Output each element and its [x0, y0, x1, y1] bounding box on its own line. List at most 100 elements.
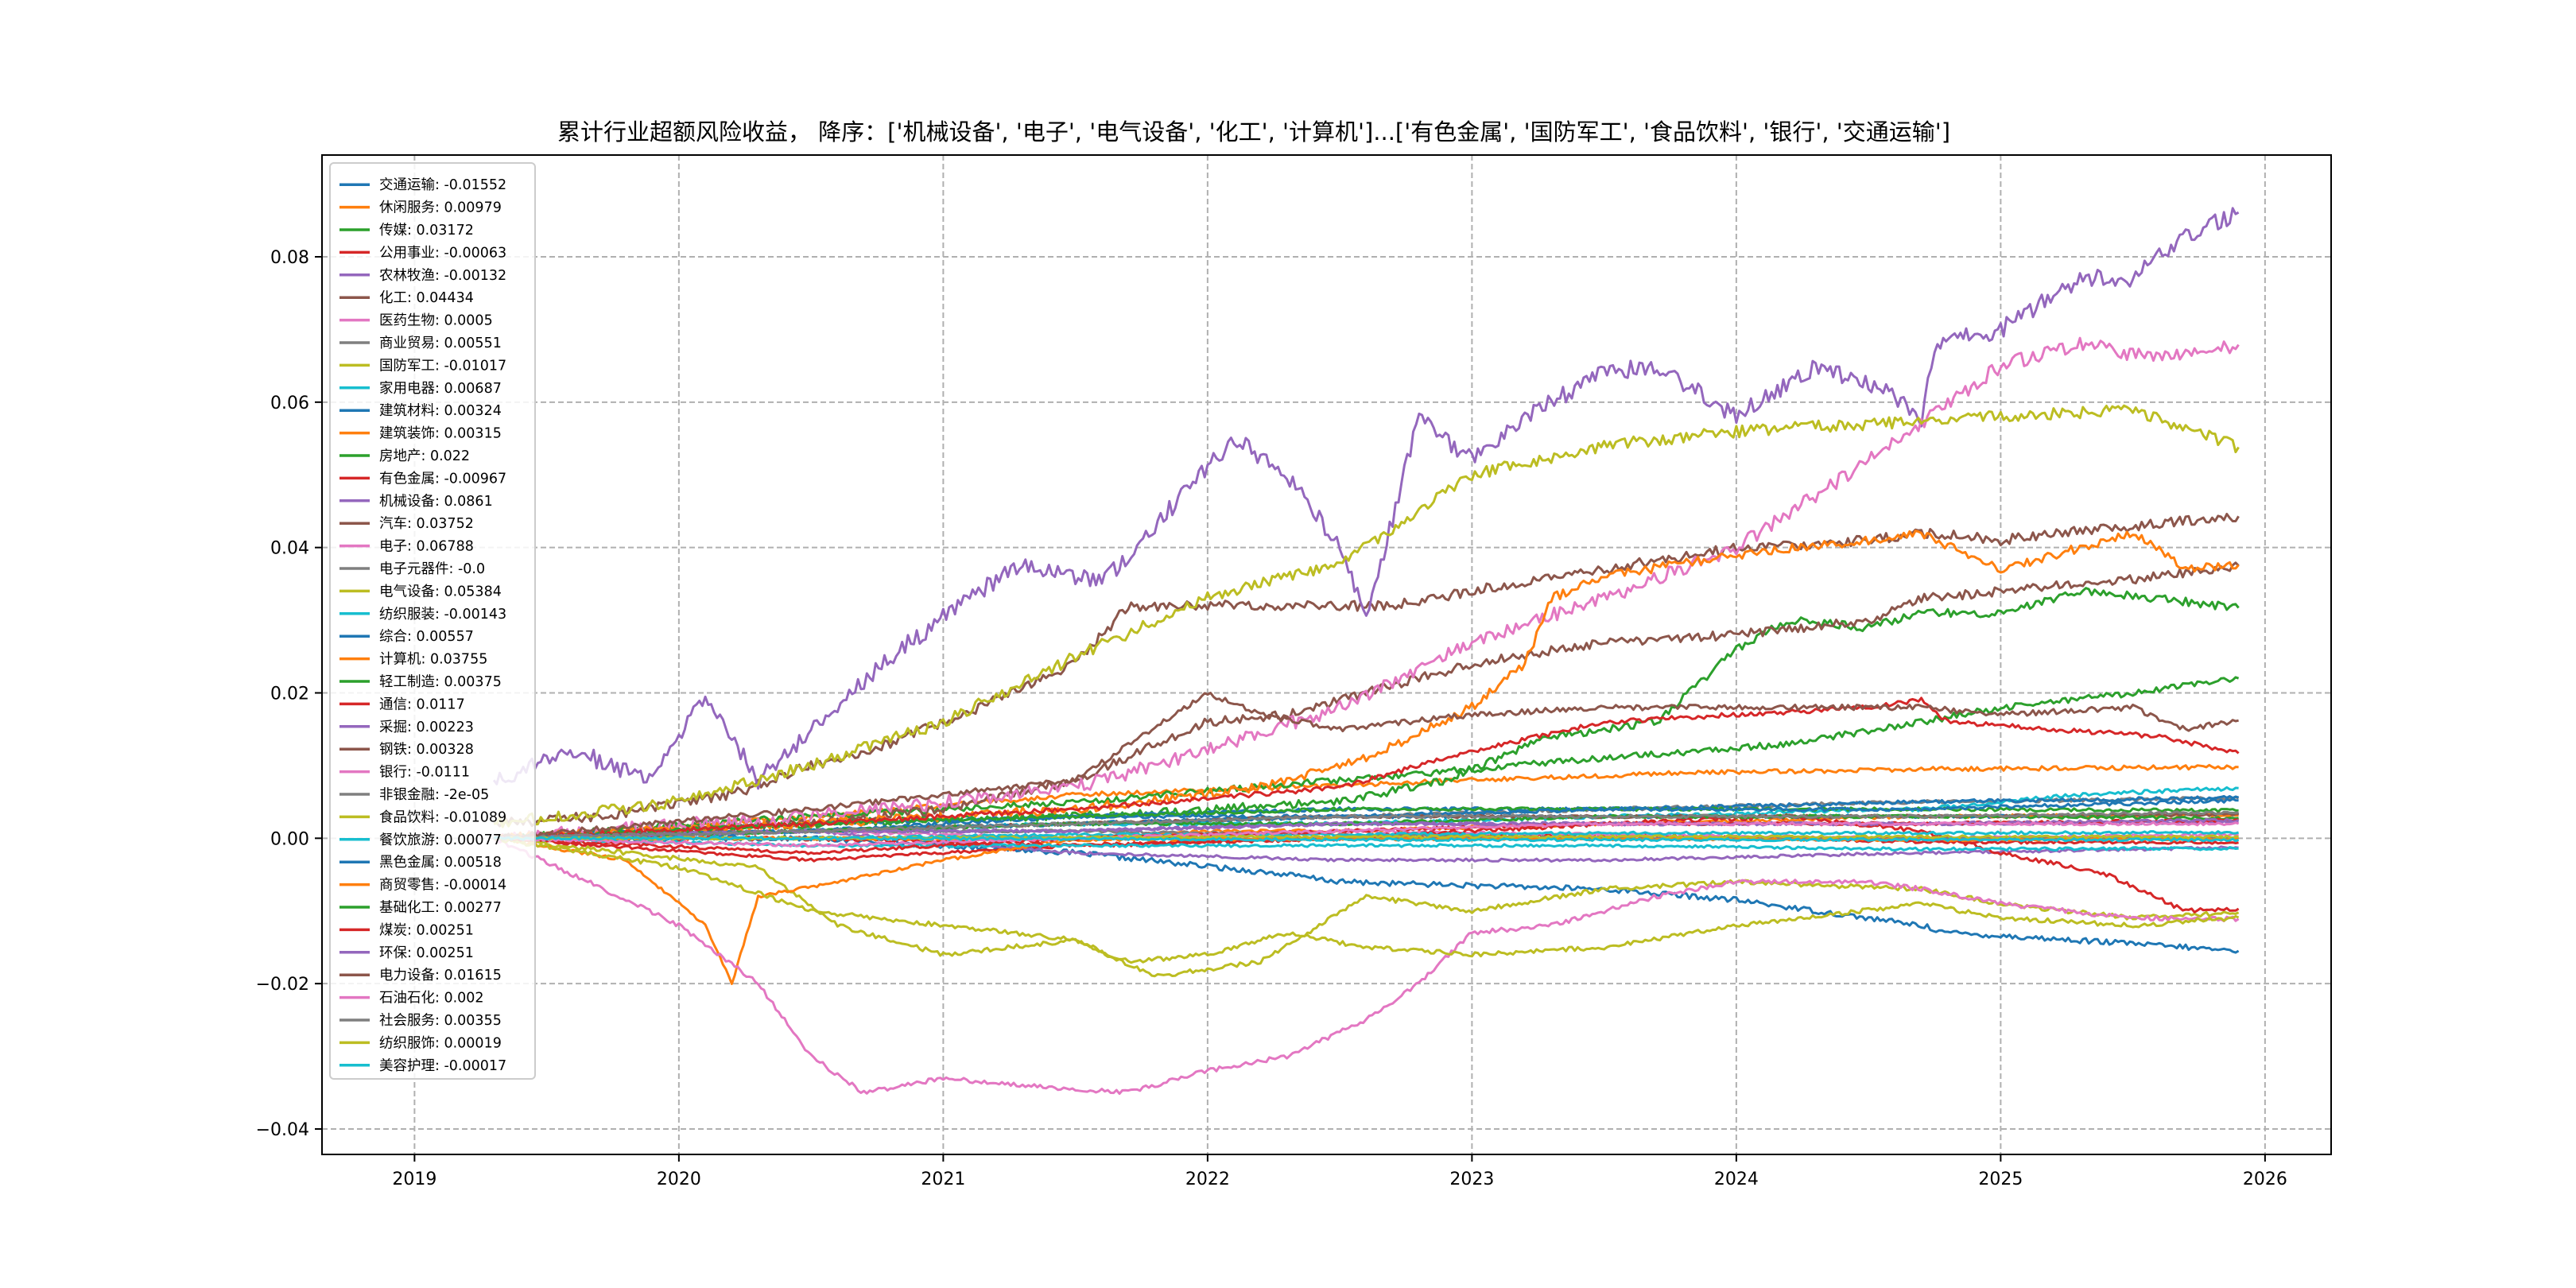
legend-series-value: 0.00979 — [444, 200, 501, 216]
legend-separator: : — [435, 494, 444, 510]
legend-series-value: 0.03172 — [416, 223, 473, 239]
legend-series-name: 休闲服务 — [379, 200, 435, 216]
legend-separator: : — [407, 922, 416, 938]
x-tick-label: 2021 — [921, 1170, 965, 1189]
legend-label: 电力设备: 0.01615 — [379, 968, 502, 983]
legend-separator: : — [435, 607, 444, 623]
legend-series-value: 0.00324 — [444, 403, 501, 419]
legend-series-value: 0.00551 — [444, 336, 501, 351]
legend-separator: : — [435, 200, 444, 216]
legend-separator: : — [435, 968, 444, 983]
legend-series-value: -0.01017 — [444, 358, 506, 374]
legend-separator: : — [435, 1013, 444, 1029]
legend-series-name: 商贸零售 — [379, 878, 435, 894]
legend-series-name: 化工 — [379, 290, 407, 306]
legend-label: 公用事业: -0.00063 — [379, 245, 506, 261]
legend: 交通运输: -0.01552 休闲服务: 0.00979 传媒: 0.03172 公用… — [329, 162, 536, 1080]
legend-series-name: 非银金融 — [379, 787, 435, 803]
series-line — [493, 810, 2240, 841]
legend-separator: : — [435, 991, 444, 1007]
legend-label: 建筑装饰: 0.00315 — [379, 426, 502, 442]
legend-series-value: -0.0111 — [416, 765, 470, 781]
legend-label: 有色金属: -0.00967 — [379, 471, 506, 487]
legend-separator: : — [449, 561, 458, 577]
legend-series-value: 0.00375 — [444, 674, 501, 690]
legend-series-value: -0.00143 — [444, 607, 506, 623]
legend-series-name: 轻工制造 — [379, 674, 435, 690]
series-line — [493, 836, 2240, 964]
legend-series-name: 家用电器 — [379, 381, 435, 397]
legend-label: 农林牧渔: -0.00132 — [379, 268, 506, 284]
legend-series-name: 电气设备 — [379, 584, 435, 599]
legend-series-value: 0.00251 — [416, 922, 473, 938]
legend-series-value: 0.01615 — [444, 968, 501, 983]
x-tick-label: 2022 — [1185, 1170, 1230, 1189]
legend-series-value: 0.00518 — [444, 855, 501, 871]
legend-series-name: 银行 — [379, 765, 407, 781]
legend-label: 通信: 0.0117 — [379, 696, 465, 712]
legend-series-name: 采掘 — [379, 720, 407, 735]
legend-series-name: 有色金属 — [379, 471, 435, 487]
legend-series-name: 纺织服饰 — [379, 1035, 435, 1051]
legend-separator: : — [407, 290, 416, 306]
legend-series-name: 建筑装饰 — [379, 426, 435, 442]
legend-series-name: 美容护理 — [379, 1058, 435, 1074]
legend-label: 建筑材料: 0.00324 — [379, 403, 502, 419]
legend-label: 休闲服务: 0.00979 — [379, 200, 502, 216]
legend-label: 计算机: 0.03755 — [379, 652, 487, 668]
legend-series-name: 综合 — [379, 629, 407, 645]
legend-series-value: 0.00251 — [416, 945, 473, 961]
legend-series-value: 0.00315 — [444, 426, 501, 442]
legend-label: 基础化工: 0.00277 — [379, 900, 502, 916]
legend-series-value: 0.0005 — [444, 313, 492, 329]
legend-series-value: 0.0861 — [444, 494, 492, 510]
legend-label: 家用电器: 0.00687 — [379, 381, 502, 397]
legend-separator: : — [407, 223, 416, 239]
legend-series-value: 0.05384 — [444, 584, 501, 599]
legend-separator: : — [407, 629, 416, 645]
legend-series-name: 电子 — [379, 539, 407, 555]
legend-separator: : — [435, 584, 444, 599]
series-line — [492, 837, 2240, 1096]
legend-series-name: 汽车 — [379, 516, 407, 532]
legend-label: 环保: 0.00251 — [379, 945, 474, 961]
legend-separator: : — [407, 539, 416, 555]
legend-separator: : — [421, 448, 430, 464]
legend-series-name: 商业贸易 — [379, 336, 435, 351]
series-line — [493, 836, 2240, 843]
legend-separator: : — [407, 696, 416, 712]
legend-series-name: 食品饮料 — [379, 809, 435, 825]
legend-series-value: -0.00132 — [444, 268, 506, 284]
legend-series-name: 建筑材料 — [379, 403, 435, 419]
legend-series-value: 0.06788 — [416, 539, 473, 555]
legend-series-name: 交通运输 — [379, 177, 435, 193]
legend-series-value: -0.00017 — [444, 1058, 506, 1074]
x-tick-label: 2020 — [657, 1170, 701, 1189]
legend-separator: : — [435, 1035, 444, 1051]
legend-series-value: 0.002 — [444, 991, 483, 1007]
legend-label: 黑色金属: 0.00518 — [379, 855, 502, 871]
legend-series-name: 环保 — [379, 945, 407, 961]
legend-label: 综合: 0.00557 — [379, 629, 474, 645]
series-line — [492, 207, 2240, 790]
legend-label: 餐饮旅游: 0.00077 — [379, 832, 502, 848]
legend-series-value: -0.00967 — [444, 471, 506, 487]
y-tick-label: −0.02 — [256, 975, 309, 995]
y-tick-label: 0.02 — [270, 684, 309, 704]
legend-separator: : — [435, 426, 444, 442]
legend-label: 非银金融: -2e-05 — [379, 787, 489, 803]
legend-series-name: 机械设备 — [379, 494, 435, 510]
legend-series-value: -0.0 — [458, 561, 485, 577]
legend-separator: : — [435, 787, 444, 803]
legend-separator: : — [407, 945, 416, 961]
legend-series-name: 传媒 — [379, 223, 407, 239]
x-tick-label: 2019 — [392, 1170, 436, 1189]
legend-series-name: 计算机 — [379, 652, 421, 668]
series-line — [493, 513, 2240, 828]
legend-label: 房地产: 0.022 — [379, 448, 470, 464]
legend-separator: : — [435, 471, 444, 487]
plot-frame — [321, 154, 2332, 1155]
series-line — [493, 696, 2240, 841]
series-line — [493, 834, 2239, 841]
